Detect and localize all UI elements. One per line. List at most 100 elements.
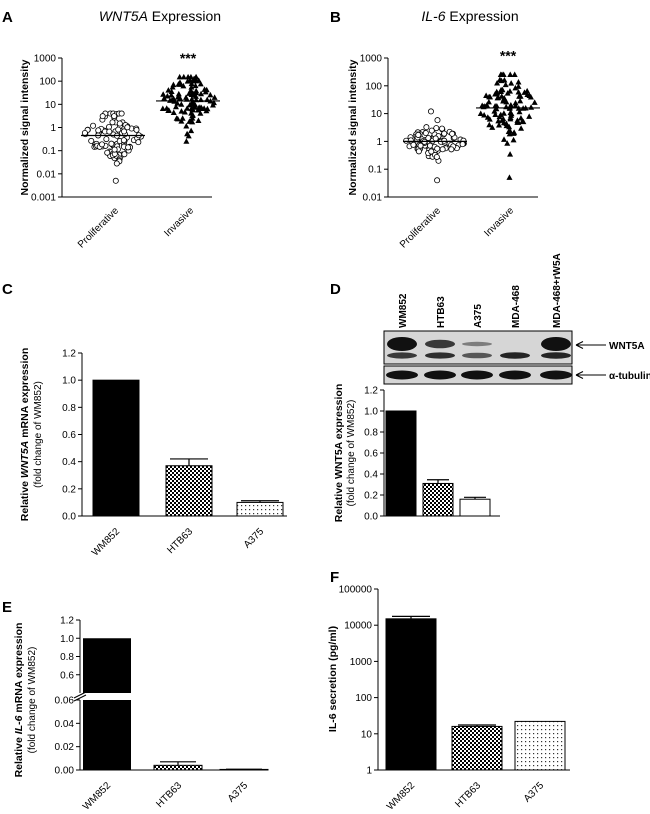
blot-row-label: α-tubulin xyxy=(609,371,650,382)
data-point-triangle xyxy=(164,92,171,99)
panel-d-y-tick-label: 0.6 xyxy=(364,449,378,460)
panel-c-y-axis-label-part: mRNA expression xyxy=(19,348,31,441)
data-point-triangle xyxy=(184,78,191,84)
data-point-triangle xyxy=(185,132,192,139)
data-point-circle xyxy=(433,153,440,160)
data-point-circle xyxy=(449,130,456,137)
data-point-triangle xyxy=(507,109,514,116)
panel-f-y-tick-label: 1 xyxy=(366,766,372,777)
data-point-triangle xyxy=(185,73,192,80)
data-point-circle xyxy=(417,142,424,149)
data-point-circle xyxy=(407,137,414,144)
panel-c-x-category-label: HTB63 xyxy=(165,526,195,556)
band-wnt5a-lower xyxy=(500,352,530,359)
data-point-triangle xyxy=(210,99,217,106)
data-point-triangle xyxy=(486,121,493,128)
data-point-triangle xyxy=(501,76,508,83)
data-point-triangle xyxy=(188,117,195,124)
lane-label: MDA-468+rW5A xyxy=(552,253,563,328)
data-point-triangle xyxy=(517,93,524,99)
panel-b-y-tick-label: 0.1 xyxy=(368,165,382,176)
data-point-circle xyxy=(95,127,102,134)
band-wnt5a xyxy=(425,339,455,349)
data-point-triangle xyxy=(499,71,506,78)
data-point-triangle xyxy=(506,88,513,94)
data-point-triangle xyxy=(188,80,195,87)
panel-a-y-tick-label: 100 xyxy=(39,77,56,88)
data-point-triangle xyxy=(515,83,522,89)
data-point-triangle xyxy=(184,105,191,111)
data-point-triangle xyxy=(521,89,528,95)
data-point-circle xyxy=(441,130,448,137)
panel-label-b: B xyxy=(330,9,341,26)
data-point-circle xyxy=(106,128,113,135)
data-point-triangle xyxy=(511,129,518,135)
panel-e-y-tick-label: 1.2 xyxy=(60,616,74,627)
data-point-triangle xyxy=(178,108,185,114)
data-point-circle xyxy=(135,139,142,146)
data-point-triangle xyxy=(180,73,187,80)
data-point-triangle xyxy=(508,80,515,86)
data-point-triangle xyxy=(496,121,503,128)
panel-f-y-tick-label: 100 xyxy=(355,693,372,704)
data-point-triangle xyxy=(198,90,205,97)
data-point-triangle xyxy=(500,115,507,122)
panel-e-y-axis-label-part: IL-6 xyxy=(13,715,25,734)
data-point-circle xyxy=(121,128,128,135)
data-point-triangle xyxy=(498,86,505,93)
panel-d-y-axis-sublabel: (fold change of WM852) xyxy=(346,400,357,507)
data-point-triangle xyxy=(201,86,208,92)
data-point-circle xyxy=(423,124,430,131)
arrow-head-icon xyxy=(575,341,584,349)
band-wnt5a-lower xyxy=(387,352,417,359)
panel-label-d: D xyxy=(330,281,341,298)
band-tubulin xyxy=(461,370,493,380)
panel-b-title-gene: IL-6 xyxy=(421,8,445,24)
panel-a-x-category-label: Proliferative xyxy=(76,205,121,250)
data-point-triangle xyxy=(496,76,503,83)
data-point-circle xyxy=(112,177,119,184)
bar-wm852 xyxy=(92,379,140,517)
data-point-triangle xyxy=(189,100,196,106)
data-point-triangle xyxy=(503,98,510,105)
panel-f-y-axis-label: IL-6 secretion (pg/ml) xyxy=(327,626,339,732)
panel-e-y-tick-label: 1.0 xyxy=(60,634,74,645)
data-point-circle xyxy=(133,126,140,133)
panel-b-y-tick-label: 1000 xyxy=(360,54,383,65)
data-point-triangle xyxy=(173,115,180,121)
data-point-triangle xyxy=(514,119,521,125)
data-point-triangle xyxy=(506,123,513,130)
panel-e-x-category-label: A375 xyxy=(226,780,251,805)
band-wnt5a xyxy=(387,337,417,351)
data-point-circle xyxy=(81,129,88,136)
panel-c-x-category-label: WM852 xyxy=(90,526,122,558)
lane-label: HTB63 xyxy=(436,296,447,328)
data-point-triangle xyxy=(502,81,509,88)
bar-a375 xyxy=(219,768,269,771)
panel-b-y-tick-label: 0.01 xyxy=(363,193,383,204)
bar-wm852 xyxy=(385,410,417,517)
data-point-triangle xyxy=(207,91,214,98)
significance-stars: *** xyxy=(180,50,197,66)
data-point-circle xyxy=(116,120,123,127)
blot-row-label: WNT5A xyxy=(609,341,645,352)
data-point-circle xyxy=(90,122,97,129)
panel-a-y-tick-label: 1000 xyxy=(34,54,57,65)
panel-e-y-axis-sublabel: (fold change of WM852) xyxy=(27,647,38,754)
arrow-head-icon xyxy=(575,371,584,379)
panel-a-title: WNT5A Expression xyxy=(99,8,221,24)
data-point-circle xyxy=(434,177,441,184)
data-point-triangle xyxy=(192,82,199,89)
data-point-circle xyxy=(118,110,125,117)
panel-a-y-tick-label: 0.1 xyxy=(42,146,56,157)
data-point-triangle xyxy=(188,91,195,98)
data-point-circle xyxy=(415,131,422,138)
panel-c-y-tick-label: 0.2 xyxy=(62,484,76,495)
panel-d-y-tick-label: 0.4 xyxy=(364,470,378,481)
data-point-triangle xyxy=(512,99,519,106)
blot-panel-wnt5a xyxy=(383,330,573,365)
data-point-circle xyxy=(124,124,131,131)
data-point-triangle xyxy=(498,93,505,99)
data-point-triangle xyxy=(507,151,514,157)
data-point-triangle xyxy=(494,94,501,101)
